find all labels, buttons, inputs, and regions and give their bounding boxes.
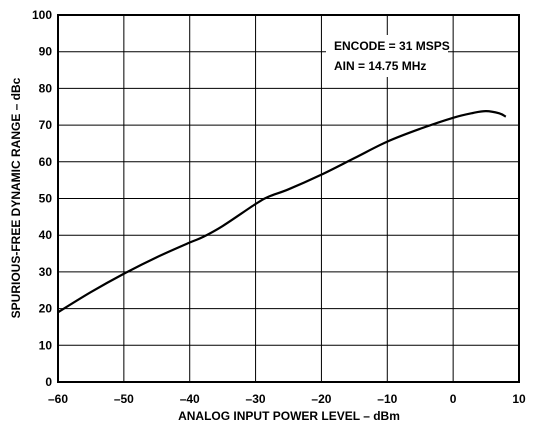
annotation-background (326, 35, 448, 77)
annotation-encode: ENCODE = 31 MSPS (334, 39, 450, 53)
sfdr-curve (57, 110, 507, 314)
y-tick-label: 100 (32, 8, 52, 22)
grid-lines (58, 15, 519, 382)
x-tick-label: –30 (246, 392, 266, 406)
y-tick-label: 30 (39, 265, 53, 279)
x-tick-labels: –60 –50 –40 –30 –20 –10 0 10 (48, 392, 526, 406)
y-tick-label: 10 (39, 338, 53, 352)
x-tick-label: –50 (114, 392, 134, 406)
x-axis-label: ANALOG INPUT POWER LEVEL – dBm (178, 409, 400, 423)
x-tick-label: –60 (48, 392, 68, 406)
x-tick-label: 0 (450, 392, 457, 406)
annotation-ain: AIN = 14.75 MHz (334, 59, 426, 73)
y-tick-label: 0 (45, 375, 52, 389)
x-tick-label: –40 (180, 392, 200, 406)
y-tick-label: 20 (39, 302, 53, 316)
x-tick-label: –20 (311, 392, 331, 406)
x-tick-label: 10 (512, 392, 526, 406)
x-tick-label: –10 (377, 392, 397, 406)
y-tick-label: 50 (39, 192, 53, 206)
y-tick-label: 40 (39, 228, 53, 242)
y-tick-label: 80 (39, 81, 53, 95)
y-tick-label: 60 (39, 155, 53, 169)
plot-frame (57, 14, 520, 383)
y-tick-label: 70 (39, 118, 53, 132)
y-tick-label: 90 (39, 45, 53, 59)
y-tick-labels: 0 10 20 30 40 50 60 70 80 90 100 (32, 8, 52, 389)
y-axis-label: SPURIOUS-FREE DYNAMIC RANGE – dBc (9, 77, 23, 318)
